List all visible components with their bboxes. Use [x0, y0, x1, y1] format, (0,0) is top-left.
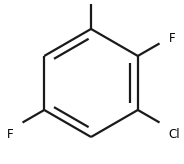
Text: Cl: Cl	[169, 128, 180, 141]
Text: F: F	[169, 32, 175, 45]
Text: F: F	[7, 128, 13, 141]
